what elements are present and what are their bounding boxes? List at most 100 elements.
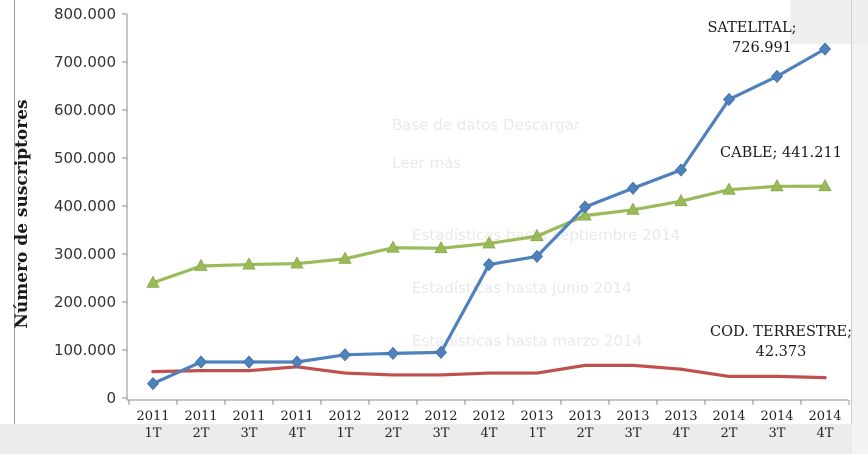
data-point (626, 202, 640, 215)
data-point (199, 369, 203, 373)
x-tick-label-quarter: 2T (193, 426, 210, 441)
x-tick-label-year: 2014 (808, 409, 841, 424)
x-tick-label-year: 2012 (472, 409, 505, 424)
x-tick-label-quarter: 3T (769, 426, 786, 441)
data-point (487, 371, 491, 375)
data-label: CABLE; 441.211 (720, 145, 842, 161)
x-tick-label-quarter: 1T (145, 426, 162, 441)
data-point (535, 371, 539, 375)
data-label: SATELITAL; (707, 20, 796, 36)
y-tick-label: 300.000 (54, 245, 116, 263)
data-point (818, 178, 832, 192)
data-point (722, 92, 736, 107)
y-tick-label: 400.000 (54, 197, 116, 215)
y-axis-title: Número de suscriptores (12, 99, 32, 328)
data-point (247, 369, 251, 373)
data-point (434, 240, 448, 254)
data-point (578, 208, 592, 221)
data-point (674, 163, 688, 177)
y-tick-label: 200.000 (54, 293, 116, 311)
y-tick-label: 100.000 (54, 341, 116, 359)
bottom-strip (0, 424, 868, 454)
data-label: 42.373 (756, 344, 807, 360)
ghost-text: Estadísticas hasta septiembre 2014 (412, 226, 680, 244)
x-tick-label-quarter: 4T (673, 426, 690, 441)
data-point (338, 348, 352, 362)
x-tick-label-year: 2013 (664, 409, 697, 424)
y-tick-label: 500.000 (54, 149, 116, 167)
data-point (391, 373, 395, 377)
data-point (482, 236, 496, 249)
data-point (242, 355, 256, 369)
x-tick-label-year: 2011 (280, 409, 313, 424)
data-point (338, 251, 352, 264)
y-tick-label: 800.000 (54, 5, 116, 23)
x-tick-label-year: 2011 (184, 409, 217, 424)
x-tick-label-quarter: 3T (241, 426, 258, 441)
plot-border (14, 0, 852, 424)
data-point (727, 374, 731, 378)
data-point (530, 249, 544, 263)
data-point (530, 228, 544, 242)
data-point (146, 377, 160, 391)
x-tick-label-year: 2012 (328, 409, 361, 424)
data-point (343, 371, 347, 375)
data-point (679, 367, 683, 371)
ghost-text: Base de datos Descargar (392, 116, 581, 134)
x-tick-label-quarter: 2T (385, 426, 402, 441)
x-tick-label-year: 2012 (376, 409, 409, 424)
x-tick-label-year: 2011 (232, 409, 265, 424)
data-point (626, 181, 640, 195)
data-point (290, 355, 304, 369)
series-cable (146, 178, 832, 288)
top-right-box (790, 0, 868, 44)
y-tick-label: 600.000 (54, 101, 116, 119)
data-point (434, 345, 448, 359)
data-point (674, 193, 688, 207)
ghost-text: Estadísticas hasta marzo 2014 (412, 332, 642, 350)
background-ghost-text: Base de datos Descargar Leer más Estadísti… (392, 116, 680, 350)
series-satelital (146, 42, 832, 391)
x-tick-label-year: 2011 (136, 409, 169, 424)
annotations: SATELITAL; 726.991 CABLE; 441.211 COD. TERR… (707, 20, 852, 360)
data-point (823, 376, 827, 380)
data-point (482, 257, 496, 272)
data-label: 726.991 (732, 40, 792, 56)
data-point (583, 363, 587, 367)
data-point (242, 257, 256, 270)
series-layer (146, 42, 832, 391)
x-tick-label-quarter: 1T (529, 426, 546, 441)
data-point (151, 370, 155, 374)
data-point (818, 42, 832, 56)
x-tick-label-quarter: 4T (817, 426, 834, 441)
data-point (194, 258, 208, 271)
x-tick-label-year: 2012 (424, 409, 457, 424)
x-tick-label-year: 2013 (616, 409, 649, 424)
x-axis: 2011 1T 2011 2T 2011 3T 2011 4T 2012 1T 2012 2T 2012… (127, 399, 850, 441)
data-point (578, 200, 592, 214)
x-tick-label-quarter: 4T (481, 426, 498, 441)
data-point (770, 178, 784, 192)
right-strip (852, 0, 868, 454)
data-label: COD. TERRESTRE; (710, 324, 852, 340)
data-point (775, 374, 779, 378)
x-tick-label-quarter: 3T (433, 426, 450, 441)
data-point (439, 373, 443, 377)
series-cod-terrestre (151, 363, 827, 380)
data-point (386, 346, 400, 360)
x-tick-label-quarter: 2T (577, 426, 594, 441)
x-tick-label-year: 2014 (760, 409, 793, 424)
data-point (631, 363, 635, 367)
x-tick-label-year: 2014 (712, 409, 745, 424)
x-tick-label-quarter: 2T (721, 426, 738, 441)
data-point (194, 355, 208, 369)
x-tick-label-year: 2013 (568, 409, 601, 424)
data-point (770, 69, 784, 83)
y-axis: 0 100.000 200.000 300.000 400.000 500.000 600.… (54, 5, 128, 407)
y-tick-label: 0 (106, 389, 116, 407)
x-tick-label-quarter: 1T (337, 426, 354, 441)
x-tick-label-quarter: 3T (625, 426, 642, 441)
x-tick-label-quarter: 4T (289, 426, 306, 441)
